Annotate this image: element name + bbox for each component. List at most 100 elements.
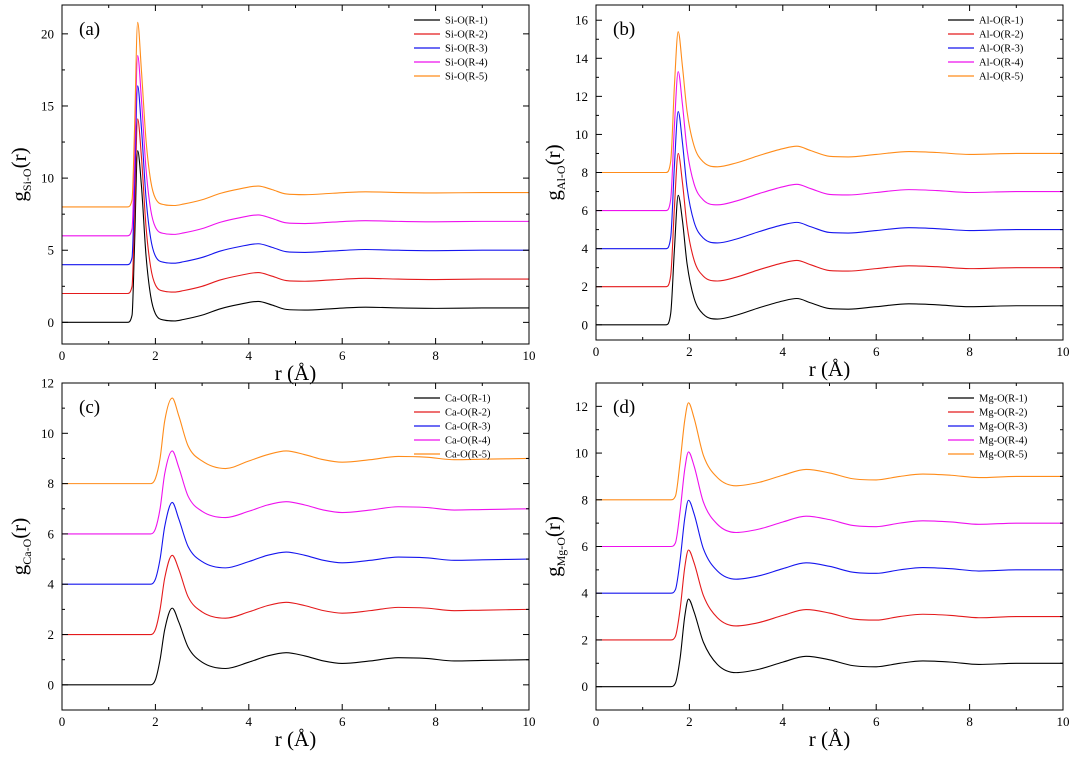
x-tick-label: 6: [873, 344, 880, 359]
x-tick-label: 8: [432, 348, 439, 363]
y-tick-label: 15: [41, 98, 54, 113]
series-line-r-3: [62, 501, 529, 585]
y-tick-label: 10: [575, 127, 588, 142]
y-tick-label: 2: [582, 632, 589, 647]
series-group: [62, 397, 529, 686]
y-tick-label: 8: [582, 165, 589, 180]
x-tick-label: 4: [780, 714, 787, 729]
x-tick-label: 8: [966, 344, 973, 359]
x-tick-label: 2: [152, 348, 159, 363]
series-line-r-2: [596, 152, 1063, 288]
y-tick-label: 16: [575, 13, 589, 28]
series-line-r-5: [62, 21, 529, 208]
chart-panel-mg-o: 0 2 4 6 8 10 0 2 4 6 8 10 12 r (Å) gMg-O(r) (d) Mg-O(R-1…: [541, 382, 1070, 751]
legend-label: Al-O(R-1): [979, 16, 1024, 27]
legend-label: Mg-O(R-1): [979, 394, 1028, 405]
y-tick-label: 6: [48, 526, 55, 541]
y-tick-label: 2: [48, 627, 55, 642]
x-tick-label: 6: [873, 714, 880, 729]
y-tick-label: 10: [41, 426, 54, 441]
y-axis-title: gMg-O(r): [541, 516, 568, 577]
series-line-r-4: [62, 54, 529, 237]
series-line-r-5: [596, 31, 1063, 174]
y-tick-label: 2: [582, 279, 589, 294]
x-tick-label: 0: [593, 344, 600, 359]
legend-label: Si-O(R-5): [445, 72, 488, 83]
x-tick-label: 2: [152, 714, 159, 729]
series-line-r-3: [62, 85, 529, 266]
y-tick-label: 10: [575, 446, 588, 461]
legend-label: Si-O(R-4): [445, 58, 488, 69]
x-axis-title: r (Å): [275, 361, 316, 385]
chart-panel-ca-o: 0 2 4 6 8 10 0 2 4 6 8 10 12 r (Å) gCa-O(r) (c) Ca-O(R-1…: [7, 376, 536, 752]
x-axis-title: r (Å): [809, 727, 850, 751]
series-line-r-1: [62, 607, 529, 686]
y-tick-label: 14: [575, 51, 589, 66]
panel-label: (c): [79, 397, 100, 418]
x-tick-label: 6: [339, 348, 346, 363]
series-line-r-2: [596, 549, 1063, 641]
legend-label: Ca-O(R-3): [445, 422, 491, 433]
legend-label: Mg-O(R-5): [979, 450, 1028, 461]
x-tick-label: 4: [780, 344, 787, 359]
series-line-r-5: [62, 397, 529, 485]
legend-label: Al-O(R-4): [979, 58, 1024, 69]
x-tick-label: 2: [686, 344, 693, 359]
x-tick-label: 10: [1057, 344, 1070, 359]
legend-label: Ca-O(R-2): [445, 408, 491, 419]
legend: Al-O(R-1) Al-O(R-2) Al-O(R-3) Al-O(R-4) Al-O…: [948, 16, 1024, 83]
legend-label: Mg-O(R-4): [979, 436, 1028, 447]
x-tick-label: 6: [339, 714, 346, 729]
series-line-r-2: [62, 118, 529, 295]
chart-panel-si-o: 0 2 4 6 8 10 0 5 10 15 20 r (Å) gSi-O(r) (a) Si-O(R-1)…: [7, 4, 536, 385]
y-tick-label: 4: [582, 586, 589, 601]
y-tick-label: 4: [582, 241, 589, 256]
legend-label: Ca-O(R-5): [445, 450, 491, 461]
y-tick-label: 12: [575, 399, 588, 414]
x-tick-label: 4: [246, 714, 253, 729]
series-line-r-3: [596, 111, 1063, 250]
series-group: [596, 402, 1063, 688]
legend-label: Si-O(R-3): [445, 44, 488, 55]
x-tick-label: 10: [1057, 714, 1070, 729]
legend-label: Al-O(R-3): [979, 44, 1024, 55]
legend: Mg-O(R-1) Mg-O(R-2) Mg-O(R-3) Mg-O(R-4) Mg-O…: [948, 394, 1028, 461]
series-line-r-1: [596, 194, 1063, 326]
legend-label: Ca-O(R-1): [445, 394, 491, 405]
x-axis-title: r (Å): [275, 727, 316, 751]
legend: Si-O(R-1) Si-O(R-2) Si-O(R-3) Si-O(R-4) Si-O…: [414, 16, 488, 83]
y-axis-title: gAl-O(r): [541, 144, 568, 200]
panel-label: (d): [613, 397, 635, 418]
legend-label: Al-O(R-2): [979, 30, 1024, 41]
x-tick-label: 10: [523, 714, 536, 729]
y-tick-label: 0: [582, 679, 589, 694]
legend-label: Mg-O(R-2): [979, 408, 1028, 419]
series-line-r-3: [596, 499, 1063, 594]
x-tick-label: 4: [246, 348, 253, 363]
plot-frame: [61, 4, 530, 345]
y-axis-title: gSi-O(r): [7, 147, 34, 201]
x-tick-label: 8: [966, 714, 973, 729]
chart-panel-al-o: 0 2 4 6 8 10 0 2 4 6 8 10 12 14 16 r (Å) gAl-O(r) (b) Al-O…: [541, 4, 1070, 381]
y-tick-label: 0: [582, 317, 589, 332]
y-tick-label: 10: [41, 171, 54, 186]
series-line-r-5: [596, 402, 1063, 501]
y-tick-label: 5: [48, 243, 55, 258]
y-tick-label: 8: [582, 492, 589, 507]
series-line-r-1: [596, 598, 1063, 688]
x-tick-label: 8: [432, 714, 439, 729]
series-group: [596, 31, 1063, 326]
legend-label: Si-O(R-2): [445, 30, 488, 41]
series-line-r-4: [596, 451, 1063, 548]
y-tick-label: 8: [48, 476, 55, 491]
panel-label: (b): [613, 19, 635, 40]
legend: Ca-O(R-1) Ca-O(R-2) Ca-O(R-3) Ca-O(R-4) Ca-O…: [414, 394, 491, 461]
x-tick-label: 0: [593, 714, 600, 729]
y-tick-label: 12: [575, 89, 588, 104]
y-tick-label: 4: [48, 577, 55, 592]
y-tick-label: 12: [41, 376, 54, 391]
y-tick-label: 20: [41, 26, 54, 41]
y-tick-label: 0: [48, 315, 55, 330]
x-axis-title: r (Å): [809, 357, 850, 381]
y-axis-title: gCa-O(r): [7, 518, 34, 575]
